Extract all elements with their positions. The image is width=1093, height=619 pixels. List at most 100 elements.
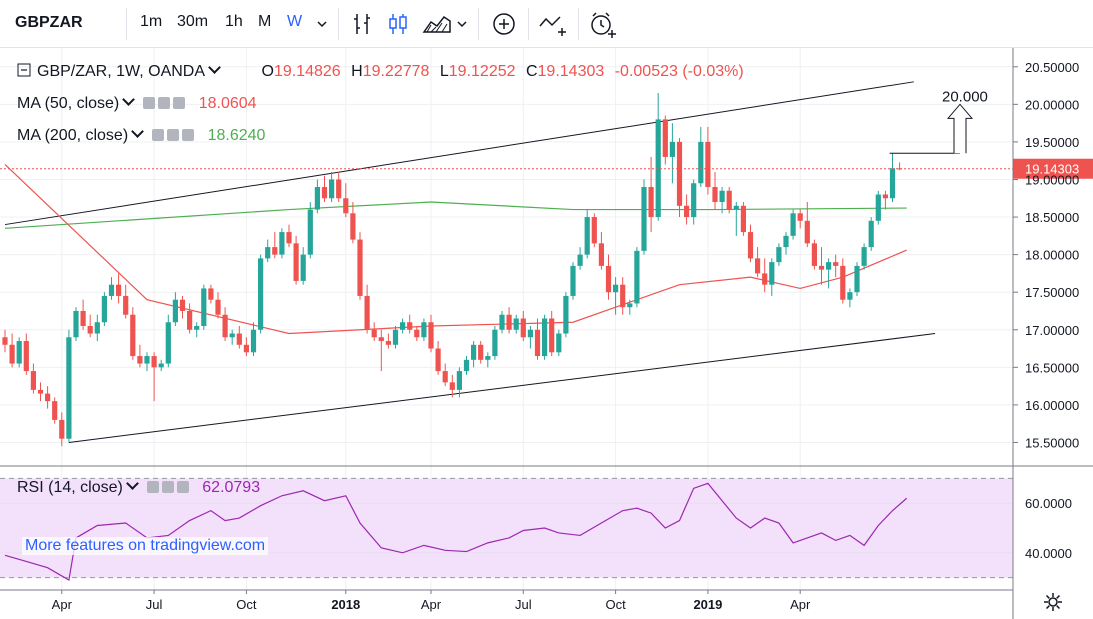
- candle-body: [676, 141, 683, 206]
- high-value: 19.22778: [362, 63, 430, 80]
- candle-body: [833, 262, 839, 266]
- candle-body: [691, 183, 697, 218]
- interval-week[interactable]: W: [287, 13, 303, 30]
- candle-body: [73, 310, 79, 338]
- candle-body: [172, 299, 178, 323]
- eye-icon[interactable]: [146, 480, 159, 493]
- rsi-band: [0, 478, 1013, 578]
- price-scale[interactable]: 20.50000 20.00000 19.50000 19.00000 18.50000…: [1025, 60, 1079, 451]
- candle-body: [428, 322, 434, 349]
- tradingview-link[interactable]: More features on tradingview.com: [22, 537, 269, 555]
- candle-body: [66, 337, 72, 439]
- candle-body: [740, 205, 746, 233]
- candle-body: [94, 322, 100, 334]
- candle-body: [797, 213, 803, 221]
- channel-upper-line: [4, 81, 914, 226]
- open-label: O: [261, 63, 274, 80]
- time-scale[interactable]: Apr Jul Oct 2018 Apr Jul Oct 2019 Apr: [52, 597, 811, 612]
- toolbar-divider: [338, 8, 339, 40]
- candle-body: [130, 314, 136, 357]
- candle-body: [506, 314, 512, 330]
- candle-body: [811, 243, 817, 266]
- ma50-legend-buttons[interactable]: [143, 94, 188, 112]
- chevron-down-icon[interactable]: [456, 18, 468, 30]
- rsi-value: 62.0793: [202, 479, 261, 497]
- candle-body: [392, 329, 399, 345]
- candle-body: [669, 141, 675, 157]
- time-tick-label: 2019: [693, 597, 722, 612]
- channel-lines: [4, 81, 936, 443]
- chevron-down-icon[interactable]: [208, 61, 221, 74]
- candle-body: [712, 187, 718, 203]
- candle-body: [762, 273, 768, 285]
- ma200-legend-buttons[interactable]: [152, 126, 197, 144]
- gear-icon[interactable]: [158, 96, 171, 109]
- main-legend: GBP/ZAR, 1W, OANDA O19.14826 H19.22778 L…: [17, 61, 744, 81]
- candle-body: [45, 393, 51, 402]
- candle-body: [705, 141, 711, 187]
- candle-body: [300, 254, 306, 281]
- candle-body: [343, 198, 349, 214]
- ma200-label[interactable]: MA (200, close): [17, 127, 129, 145]
- candle-body: [534, 329, 541, 357]
- eye-icon[interactable]: [152, 128, 165, 141]
- symbol-search-button[interactable]: GBPZAR: [15, 14, 83, 31]
- candle-body: [747, 232, 754, 259]
- candle-body: [882, 194, 888, 199]
- candles-style-icon[interactable]: [386, 10, 410, 38]
- candle-body: [889, 168, 896, 199]
- price-tick-label: 16.00000: [1025, 398, 1079, 413]
- bars-style-icon[interactable]: [350, 10, 374, 38]
- area-style-icon[interactable]: [422, 10, 452, 38]
- interval-month[interactable]: M: [258, 13, 272, 30]
- candle-body: [350, 213, 356, 240]
- ma50-label[interactable]: MA (50, close): [17, 95, 120, 113]
- candle-body: [243, 344, 249, 353]
- candle-body: [456, 371, 462, 390]
- ma50-line: [4, 164, 907, 335]
- gear-icon[interactable]: [1044, 593, 1062, 611]
- candle-body: [137, 356, 143, 364]
- time-tick-label: Apr: [790, 597, 811, 612]
- candle-body: [250, 329, 257, 353]
- candle-body: [385, 341, 391, 345]
- legend-symbol[interactable]: GBP/ZAR, 1W, OANDA: [37, 63, 206, 80]
- close-icon[interactable]: [173, 96, 186, 109]
- indicators-plus-icon[interactable]: [490, 10, 518, 38]
- candle-body: [371, 329, 377, 338]
- price-tick-label: 18.00000: [1025, 248, 1079, 263]
- candle-body: [542, 318, 548, 357]
- rsi-label[interactable]: RSI (14, close): [17, 479, 123, 497]
- compare-symbol-icon[interactable]: [538, 10, 572, 38]
- close-icon[interactable]: [176, 480, 189, 493]
- candle-body: [556, 333, 562, 353]
- collapse-legend-icon[interactable]: [17, 63, 31, 77]
- chevron-down-icon[interactable]: [316, 18, 328, 30]
- chevron-down-icon[interactable]: [131, 125, 145, 139]
- rsi-legend-buttons[interactable]: [146, 478, 192, 496]
- candle-body: [80, 310, 86, 326]
- close-icon[interactable]: [182, 128, 195, 141]
- ma50-polyline: [4, 164, 907, 335]
- rsi-scale[interactable]: 60.0000 40.0000: [1025, 496, 1072, 561]
- candle-body: [23, 341, 29, 372]
- candle-body: [314, 187, 320, 210]
- candle-body: [101, 295, 107, 323]
- alarm-clock-icon[interactable]: [588, 10, 618, 40]
- gear-icon[interactable]: [161, 480, 174, 493]
- chevron-down-icon[interactable]: [125, 477, 139, 491]
- eye-icon[interactable]: [143, 96, 156, 109]
- chevron-down-icon[interactable]: [122, 93, 136, 107]
- close-label: C: [525, 63, 538, 80]
- candle-body: [435, 348, 441, 372]
- ma50-legend: MA (50, close) 18.0604: [17, 93, 257, 114]
- interval-30m[interactable]: 30m: [177, 13, 209, 30]
- candle-body: [527, 329, 533, 338]
- gear-icon[interactable]: [167, 128, 180, 141]
- interval-1h[interactable]: 1h: [225, 13, 243, 30]
- candle-body: [307, 209, 313, 255]
- interval-1m[interactable]: 1m: [140, 13, 163, 30]
- ma50-value: 18.0604: [198, 95, 257, 113]
- candle-body: [123, 295, 129, 315]
